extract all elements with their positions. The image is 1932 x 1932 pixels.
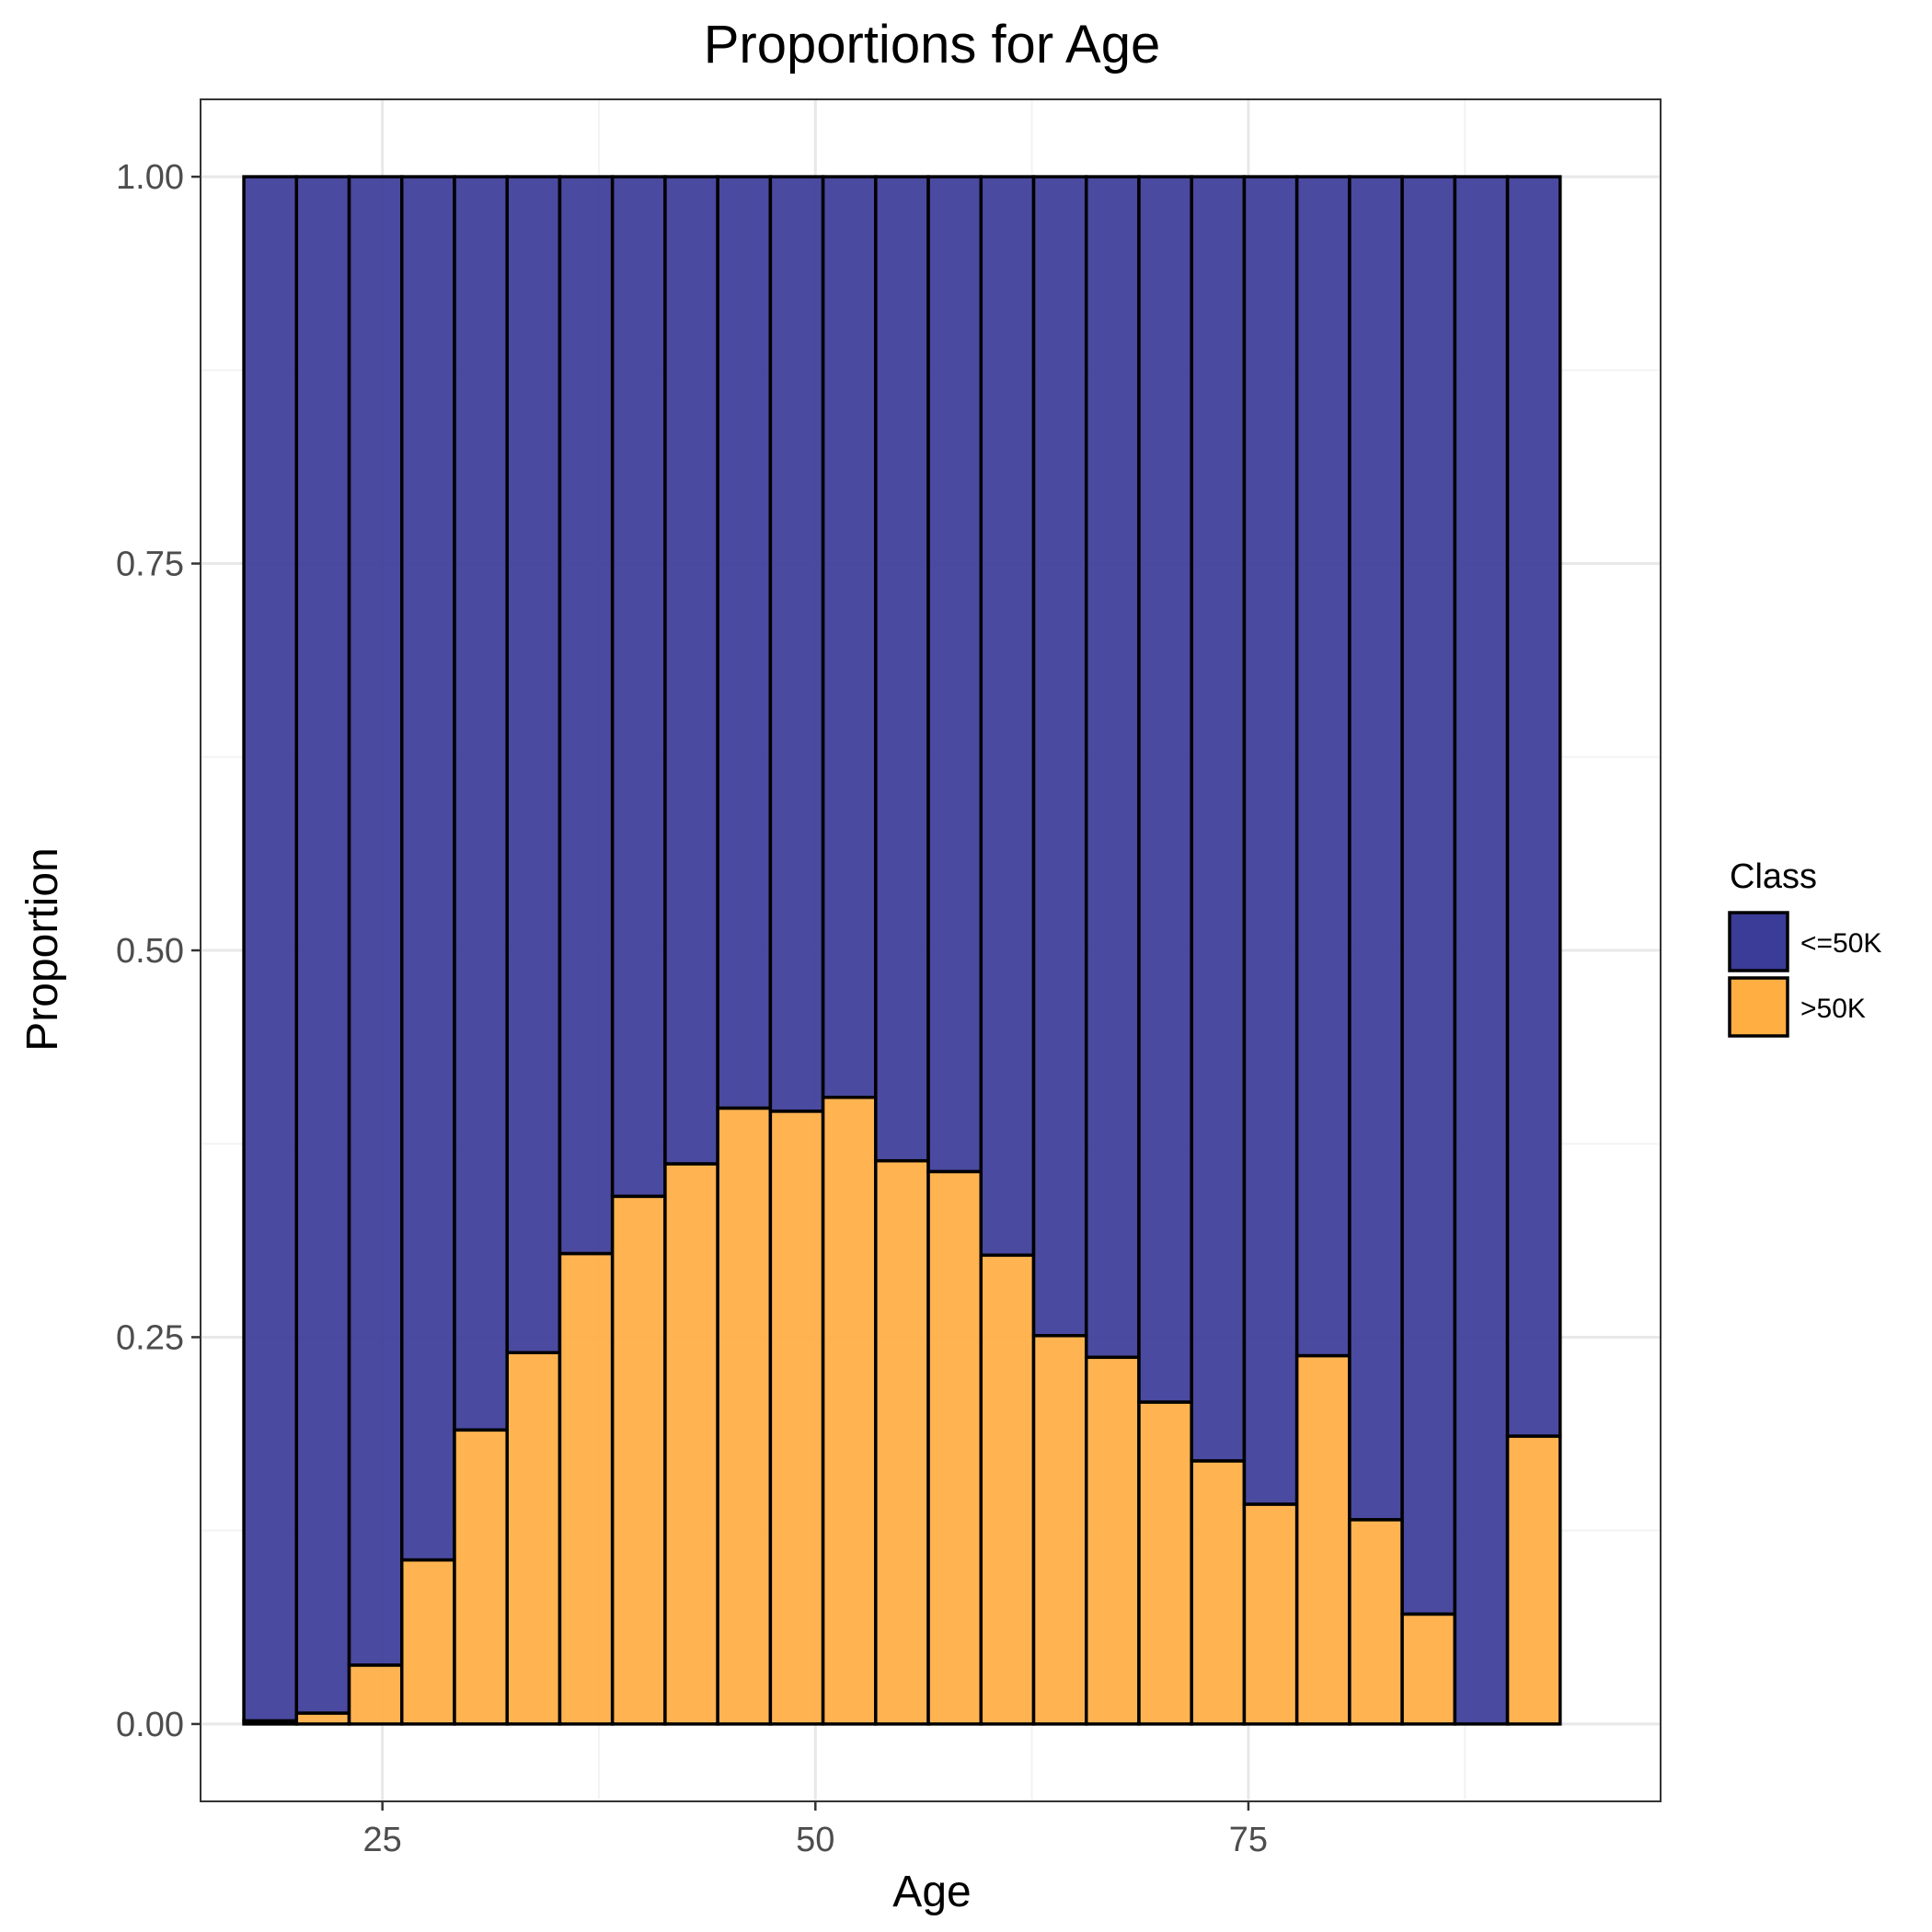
y-tick-label: 0.00 — [116, 1706, 184, 1744]
bar-le50k-14 — [979, 175, 1036, 1258]
bar-gt50k-9 — [716, 1106, 773, 1726]
bar-gt50k-22 — [1400, 1612, 1457, 1726]
bar-gt50k-24 — [1505, 1434, 1562, 1726]
y-tick-label: 0.75 — [116, 546, 184, 584]
chart-title: Proportions for Age — [704, 15, 1161, 75]
bar-le50k-9 — [716, 175, 773, 1110]
y-tick-label: 0.50 — [116, 932, 184, 971]
bar-le50k-0 — [242, 175, 299, 1723]
x-tick-label: 25 — [363, 1821, 402, 1859]
legend-swatch-gt50k — [1728, 976, 1789, 1038]
x-axis-title: Age — [892, 1868, 971, 1916]
bar-gt50k-11 — [821, 1096, 878, 1726]
y-tick-label: 1.00 — [116, 158, 184, 197]
bar-le50k-23 — [1453, 175, 1510, 1726]
y-axis-title: Proportion — [18, 847, 67, 1051]
bar-gt50k-8 — [663, 1162, 719, 1726]
bar-gt50k-19 — [1242, 1502, 1299, 1726]
bar-le50k-8 — [663, 175, 719, 1166]
bar-le50k-10 — [768, 175, 825, 1113]
bar-le50k-12 — [874, 175, 930, 1163]
bar-le50k-15 — [1031, 175, 1088, 1338]
bar-gt50k-4 — [453, 1428, 509, 1726]
bar-le50k-20 — [1294, 175, 1351, 1358]
bar-le50k-13 — [926, 175, 983, 1174]
bar-le50k-5 — [505, 175, 562, 1355]
bar-le50k-6 — [558, 175, 615, 1256]
y-tick-label: 0.25 — [116, 1318, 184, 1357]
bar-gt50k-21 — [1348, 1518, 1404, 1726]
bar-gt50k-13 — [926, 1169, 983, 1726]
bar-gt50k-20 — [1294, 1353, 1351, 1726]
bar-le50k-17 — [1137, 175, 1193, 1404]
bar-gt50k-5 — [505, 1351, 562, 1726]
bar-le50k-1 — [294, 175, 351, 1715]
bars — [242, 175, 1562, 1726]
bar-gt50k-0 — [242, 1719, 299, 1726]
legend-swatch-le50k — [1728, 911, 1789, 972]
legend: Class <=50K >50K — [1728, 857, 1881, 1038]
bar-le50k-2 — [347, 175, 404, 1667]
bar-gt50k-2 — [347, 1663, 404, 1726]
bar-le50k-3 — [400, 175, 456, 1562]
bar-gt50k-1 — [294, 1711, 351, 1726]
bar-le50k-24 — [1505, 175, 1562, 1438]
bar-le50k-21 — [1348, 175, 1404, 1522]
bar-le50k-16 — [1084, 175, 1141, 1360]
bar-le50k-7 — [610, 175, 667, 1199]
bar-le50k-11 — [821, 175, 878, 1099]
bar-gt50k-6 — [558, 1251, 615, 1726]
x-tick-label: 50 — [796, 1821, 834, 1859]
bar-gt50k-15 — [1031, 1334, 1088, 1726]
legend-label-gt50k: >50K — [1800, 994, 1866, 1024]
legend-title: Class — [1730, 857, 1817, 896]
bar-gt50k-10 — [768, 1110, 825, 1726]
bar-le50k-4 — [453, 175, 509, 1432]
bar-gt50k-17 — [1137, 1400, 1193, 1726]
bar-gt50k-14 — [979, 1253, 1036, 1726]
bar-gt50k-16 — [1084, 1355, 1141, 1726]
x-tick-label: 75 — [1229, 1821, 1268, 1859]
bar-gt50k-18 — [1190, 1459, 1247, 1726]
bar-le50k-18 — [1190, 175, 1247, 1463]
bar-gt50k-12 — [874, 1158, 930, 1726]
bar-gt50k-3 — [400, 1558, 456, 1726]
legend-label-le50k: <=50K — [1800, 928, 1881, 959]
bar-le50k-22 — [1400, 175, 1457, 1616]
axes: 0.00 0.25 0.50 0.75 1.00 25 50 75 — [116, 158, 1268, 1859]
bar-le50k-19 — [1242, 175, 1299, 1506]
bar-gt50k-7 — [610, 1194, 667, 1726]
